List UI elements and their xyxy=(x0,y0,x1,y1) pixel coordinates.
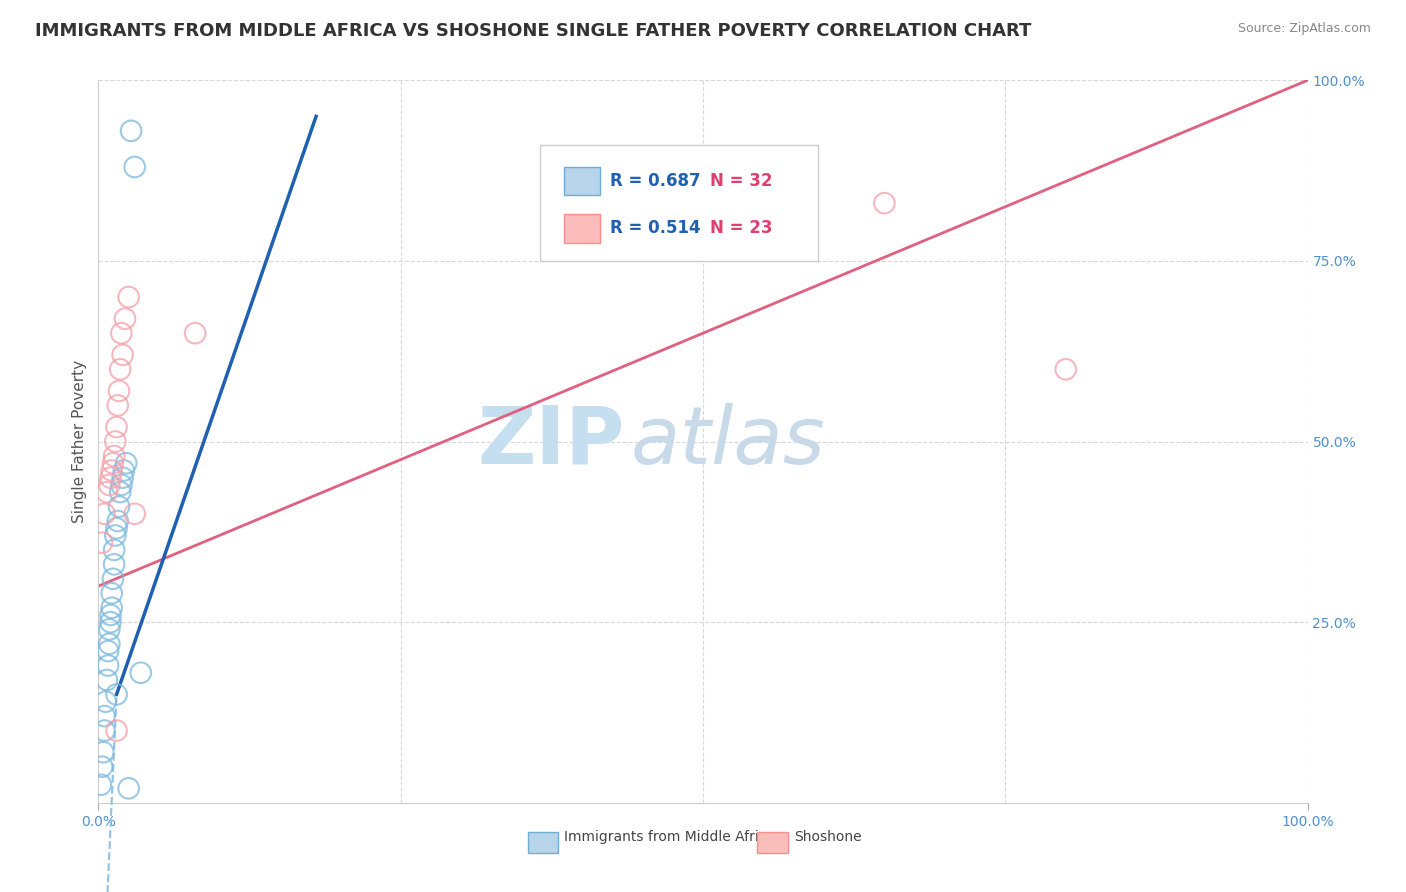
Bar xyxy=(758,831,787,854)
Text: Immigrants from Middle Africa: Immigrants from Middle Africa xyxy=(564,830,775,845)
Text: N = 23: N = 23 xyxy=(710,219,773,237)
Point xyxy=(91,535,114,549)
Point xyxy=(118,781,141,796)
Point xyxy=(100,600,122,615)
Point xyxy=(120,124,142,138)
Point xyxy=(115,456,138,470)
Bar xyxy=(564,167,600,195)
Point xyxy=(184,326,207,341)
Point xyxy=(129,665,152,680)
Point xyxy=(96,485,118,500)
Point xyxy=(114,311,136,326)
Text: N = 32: N = 32 xyxy=(710,172,773,190)
Point xyxy=(105,687,128,701)
Point xyxy=(107,398,129,412)
Text: Source: ZipAtlas.com: Source: ZipAtlas.com xyxy=(1237,22,1371,36)
Point xyxy=(108,500,131,514)
Point xyxy=(93,507,115,521)
Point xyxy=(94,695,117,709)
Text: ZIP: ZIP xyxy=(477,402,624,481)
Point xyxy=(98,478,121,492)
Point xyxy=(104,528,127,542)
Point xyxy=(1054,362,1077,376)
Point xyxy=(103,542,125,557)
Y-axis label: Single Father Poverty: Single Father Poverty xyxy=(72,360,87,523)
Text: R = 0.514: R = 0.514 xyxy=(610,219,700,237)
Point xyxy=(97,644,120,658)
Point xyxy=(103,558,125,572)
Point xyxy=(98,623,121,637)
Point xyxy=(108,384,131,398)
Point xyxy=(100,586,122,600)
Point xyxy=(93,709,115,723)
Point xyxy=(93,723,115,738)
Point xyxy=(107,514,129,528)
Point xyxy=(90,778,112,792)
Point xyxy=(668,218,690,232)
Point xyxy=(111,348,134,362)
Point xyxy=(108,362,131,376)
Point xyxy=(105,521,128,535)
Point xyxy=(101,456,124,470)
Point xyxy=(124,507,146,521)
Point xyxy=(111,471,134,485)
Point xyxy=(118,290,141,304)
Point xyxy=(91,760,114,774)
Point xyxy=(873,196,896,211)
Point xyxy=(112,463,135,477)
Point xyxy=(91,745,114,759)
Point xyxy=(98,637,121,651)
Bar xyxy=(564,214,600,243)
Point xyxy=(108,485,131,500)
Point xyxy=(100,615,122,630)
Point xyxy=(105,723,128,738)
Point xyxy=(100,471,122,485)
Text: IMMIGRANTS FROM MIDDLE AFRICA VS SHOSHONE SINGLE FATHER POVERTY CORRELATION CHAR: IMMIGRANTS FROM MIDDLE AFRICA VS SHOSHON… xyxy=(35,22,1032,40)
Point xyxy=(101,572,124,586)
Text: atlas: atlas xyxy=(630,402,825,481)
FancyBboxPatch shape xyxy=(540,145,818,260)
Point xyxy=(110,478,132,492)
Text: R = 0.687: R = 0.687 xyxy=(610,172,700,190)
Point xyxy=(100,607,122,622)
Bar xyxy=(527,831,558,854)
Point xyxy=(100,463,122,477)
Point xyxy=(96,673,118,687)
Text: Shoshone: Shoshone xyxy=(793,830,862,845)
Point xyxy=(105,420,128,434)
Point xyxy=(103,449,125,463)
Point xyxy=(104,434,127,449)
Point xyxy=(97,658,120,673)
Point xyxy=(124,160,146,174)
Point xyxy=(110,326,132,341)
